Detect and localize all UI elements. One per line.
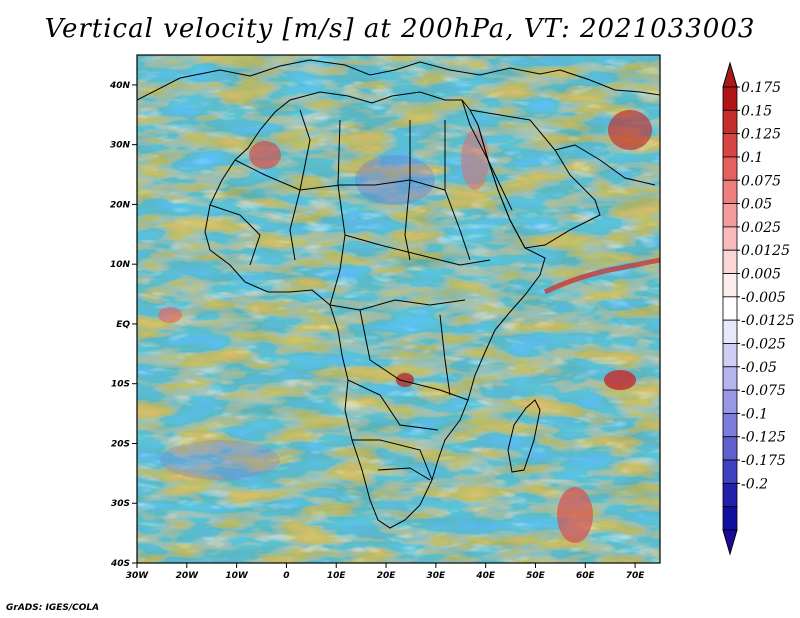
colorbar-label: 0.05 (741, 197, 772, 213)
y-tick-label: 30N (110, 141, 131, 151)
colorbar-swatch (722, 156, 738, 181)
colorbar-top-arrow (722, 61, 738, 88)
colorbar-swatch (722, 109, 738, 135)
colorbar-swatch (722, 366, 738, 391)
map-axes: 30W 20W 10W 0 10E 20E 30E 40E 50E 60E 70E 40N 30N 20N… (109, 81, 645, 581)
colorbar-label: -0.005 (741, 290, 786, 306)
colorbar-swatch (722, 249, 738, 274)
x-tick-label: 0 (283, 571, 289, 581)
x-tick-label: 30E (427, 571, 447, 581)
colorbar-label: 0.1 (741, 150, 763, 166)
y-tick-label: 20S (111, 439, 130, 449)
colorbar-label: -0.075 (741, 383, 786, 399)
x-tick-label: 20E (377, 571, 397, 581)
colorbar-swatch (722, 436, 738, 461)
colorbar-swatch (722, 482, 738, 508)
colorbar-label: -0.05 (741, 360, 777, 376)
colorbar-swatch (722, 343, 738, 368)
colorbar-label: -0.025 (741, 336, 786, 352)
colorbar-label: 0.005 (741, 267, 781, 283)
colorbar-label: 0.025 (741, 220, 781, 236)
colorbar-swatch (722, 179, 738, 204)
x-tick-label: 20W (176, 571, 200, 581)
x-tick-label: 70E (626, 571, 646, 581)
y-tick-label: 10S (111, 380, 130, 390)
y-tick-label: 30S (111, 499, 130, 509)
colorbar-swatch (722, 296, 738, 321)
x-tick-label: 30W (126, 571, 150, 581)
x-tick-label: 60E (576, 571, 596, 581)
colorbar-swatch (722, 319, 738, 344)
y-tick-label: 40N (109, 81, 131, 91)
colorbar-label: 0.15 (741, 103, 772, 119)
map-title: Vertical velocity [m/s] at 200hPa, VT: 2… (44, 14, 756, 44)
colorbar-swatch (722, 86, 738, 111)
colorbar-swatch (722, 389, 738, 414)
colorbar-swatch (722, 413, 738, 438)
colorbar-label: 0.0125 (741, 243, 790, 259)
x-tick-label: 10W (225, 571, 249, 581)
y-tick-label: 10N (110, 260, 131, 270)
vertical-velocity-field (137, 55, 660, 563)
colorbar-label: 0.175 (741, 80, 781, 96)
footer-credit: GrADS: IGES/COLA (6, 603, 100, 613)
colorbar-swatch (722, 459, 738, 484)
y-tick-label: EQ (116, 320, 130, 330)
colorbar-swatch (722, 133, 738, 158)
y-tick-label: 20N (110, 200, 131, 210)
colorbar-swatch (722, 273, 738, 298)
x-tick-label: 50E (526, 571, 546, 581)
colorbar-swatch (722, 506, 738, 531)
colorbar-swatch (722, 226, 738, 251)
colorbar-label: 0.075 (741, 173, 781, 189)
x-tick-label: 40E (475, 571, 496, 581)
y-tick-label: 40S (110, 559, 130, 569)
colorbar-swatch (722, 203, 738, 228)
map-frame (136, 54, 661, 564)
colorbar-label: -0.1 (741, 406, 768, 422)
colorbar-label: 0.125 (741, 127, 781, 143)
coastline-borders (137, 59, 660, 529)
colorbar-label: -0.175 (741, 453, 786, 469)
colorbar-bottom-arrow (722, 529, 738, 556)
colorbar: 0.175 0.15 0.125 0.1 0.075 0.05 0.025 0.0125 0.0… (722, 61, 795, 556)
colorbar-label: -0.2 (741, 476, 768, 492)
colorbar-label: -0.0125 (741, 313, 795, 329)
x-tick-label: 10E (327, 571, 347, 581)
colorbar-label: -0.125 (741, 430, 786, 446)
